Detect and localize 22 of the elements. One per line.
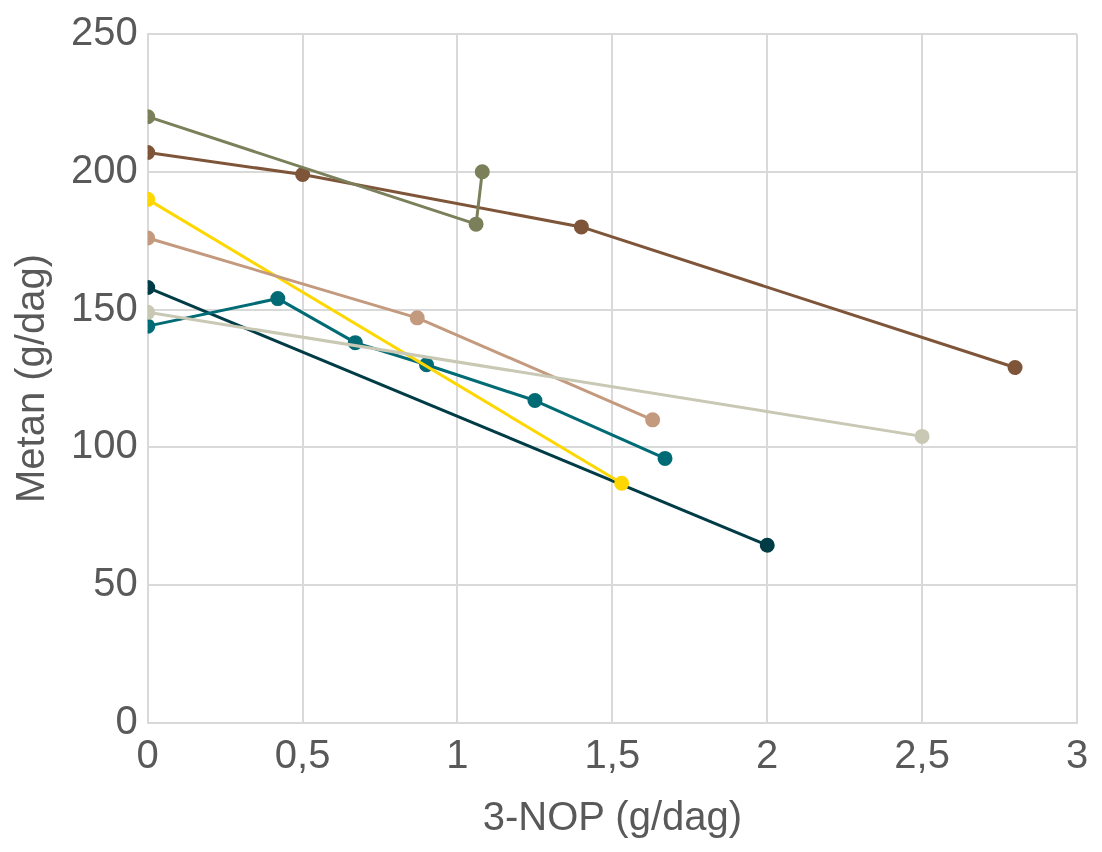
x-axis-title: 3-NOP (g/dag) xyxy=(482,794,743,839)
point xyxy=(657,450,673,466)
point xyxy=(573,219,589,235)
y-axis-title: Metan (g/dag) xyxy=(8,253,53,504)
y-tick-label: 0 xyxy=(115,698,138,743)
x-tick-label: 1 xyxy=(446,732,469,777)
x-tick-label: 0,5 xyxy=(274,732,331,777)
point xyxy=(645,412,661,428)
point xyxy=(527,393,543,409)
point xyxy=(468,216,484,232)
x-tick-label: 2,5 xyxy=(894,732,950,777)
y-tick-label: 200 xyxy=(70,146,138,191)
point xyxy=(409,310,425,326)
y-tick-label: 150 xyxy=(70,284,138,329)
y-tick-label: 250 xyxy=(70,9,138,54)
y-tick-label: 100 xyxy=(70,422,138,467)
y-tick-label: 50 xyxy=(93,560,138,605)
x-tick-label: 2 xyxy=(756,732,779,777)
x-tick-label: 1,5 xyxy=(584,732,641,777)
point xyxy=(474,164,490,180)
x-tick-label: 3 xyxy=(1065,732,1089,777)
point xyxy=(295,167,311,183)
